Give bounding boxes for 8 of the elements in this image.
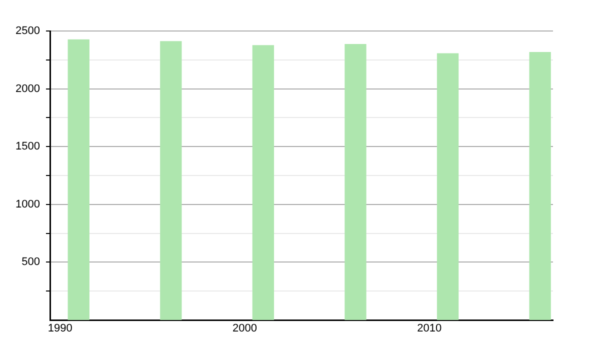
y-tick-label: 1000 bbox=[16, 198, 40, 210]
x-tick-label: 2010 bbox=[417, 322, 442, 335]
x-tick-label: 1990 bbox=[48, 322, 72, 335]
y-tick-label: 2000 bbox=[16, 82, 40, 95]
x-tick-label: 2000 bbox=[232, 322, 257, 335]
y-tick-label: 2500 bbox=[16, 25, 40, 38]
y-tick-label: 1500 bbox=[16, 140, 40, 153]
y-tick-label: 500 bbox=[22, 256, 40, 268]
